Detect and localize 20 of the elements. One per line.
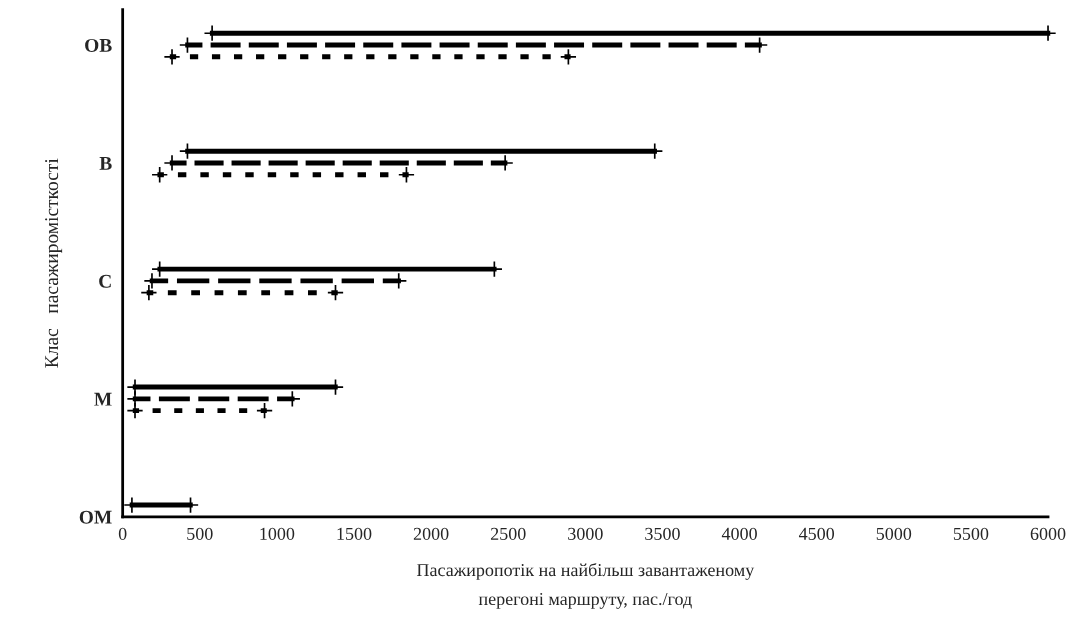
x-tick-label: 1500 [337, 527, 372, 540]
y-tick-label: М [94, 392, 112, 406]
y-tick-label: ОМ [79, 510, 112, 524]
x-tick-label: 2500 [490, 527, 526, 540]
x-tick-label: 6000 [1030, 527, 1066, 540]
x-axis-title: Пасажиропотік на найбільш завантаженому перегоні маршруту, пас./год [416, 563, 755, 609]
y-tick-label: С [99, 274, 111, 288]
x-tick-label: 2000 [413, 527, 449, 540]
x-tick-label: 500 [187, 527, 213, 540]
x-tick-label: 4500 [798, 527, 835, 540]
x-tick-label: 0 [118, 527, 127, 540]
x-tick-label: 5000 [876, 527, 912, 540]
y-axis-title: Клас пасажиромісткості [45, 158, 63, 368]
x-tick-label: 4000 [721, 527, 757, 540]
x-tick-label: 1000 [260, 527, 295, 540]
y-tick-label: В [99, 156, 112, 170]
x-tick-label: 3500 [645, 527, 680, 540]
x-tick-label: 5500 [953, 527, 989, 540]
x-tick-label: 3000 [568, 527, 603, 540]
y-tick-label: ОВ [85, 38, 112, 52]
